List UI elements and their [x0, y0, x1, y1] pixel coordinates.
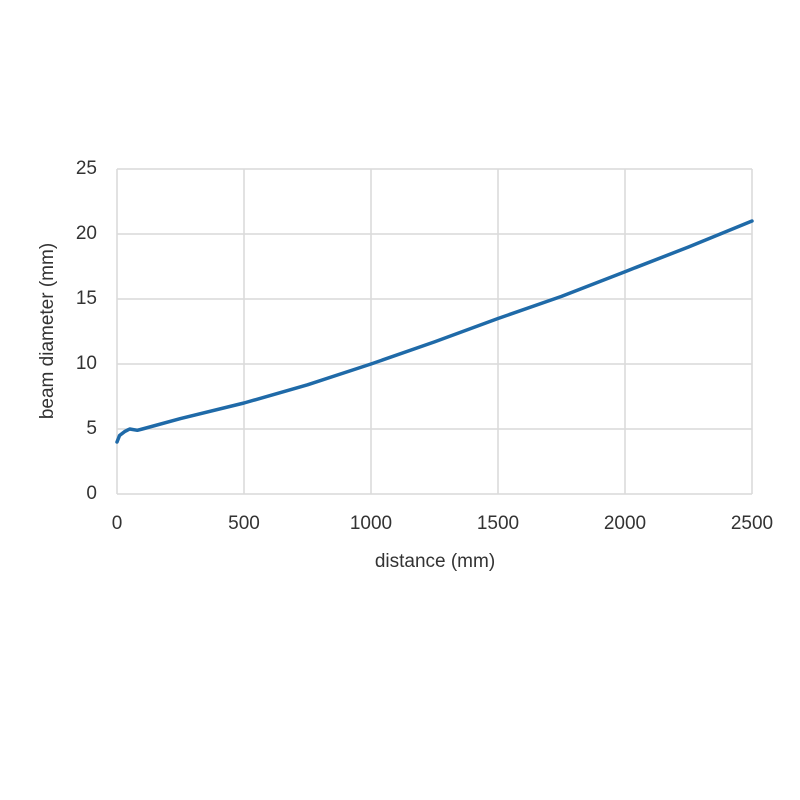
x-tick-label: 2000	[604, 513, 646, 534]
y-axis-label: beam diameter (mm)	[37, 243, 58, 419]
y-tick-label: 5	[86, 418, 97, 439]
data-line	[115, 219, 754, 444]
x-tick-label: 1500	[477, 513, 519, 534]
y-tick-label: 25	[76, 158, 97, 179]
y-tick-label: 10	[76, 353, 97, 374]
x-axis-label: distance (mm)	[375, 551, 495, 572]
x-tick-label: 500	[228, 513, 260, 534]
y-tick-label: 15	[76, 288, 97, 309]
y-tick-label: 20	[76, 223, 97, 244]
x-tick-label: 0	[112, 513, 123, 534]
y-tick-label: 0	[86, 483, 97, 504]
x-tick-label: 2500	[731, 513, 773, 534]
x-tick-label: 1000	[350, 513, 392, 534]
